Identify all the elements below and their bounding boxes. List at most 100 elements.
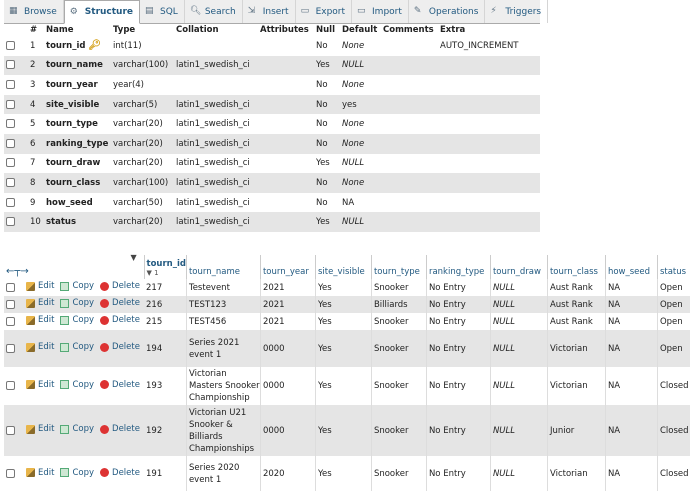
checkbox[interactable] (6, 197, 15, 207)
field-name: tourn_type (44, 114, 111, 134)
checkbox[interactable] (6, 425, 15, 435)
delete-button[interactable]: Delete (100, 380, 140, 390)
field-comments (381, 153, 438, 174)
delete-button[interactable]: Delete (100, 281, 140, 291)
copy-button[interactable]: Copy (60, 298, 94, 308)
tab-operations[interactable]: ✎ Operations (409, 0, 486, 23)
cell-tourn-draw: NULL (489, 367, 548, 405)
row-checkbox[interactable] (4, 405, 24, 456)
field-type: varchar(100) (111, 173, 174, 193)
col-how-seed[interactable]: how_seed (604, 255, 658, 279)
tab-export[interactable]: ▭ Export (296, 0, 353, 23)
checkbox[interactable] (6, 119, 15, 129)
checkbox[interactable] (6, 282, 15, 292)
row-checkbox[interactable] (4, 75, 28, 95)
row-checkbox[interactable] (4, 296, 24, 313)
tab-search[interactable]: 🔍︎ Search (185, 0, 243, 23)
row-checkbox[interactable] (4, 153, 28, 174)
tab-insert[interactable]: ⇲ Insert (243, 0, 296, 23)
row-checkbox[interactable] (4, 133, 28, 154)
edit-label: Edit (38, 424, 55, 435)
checkbox[interactable] (6, 469, 15, 478)
copy-button[interactable]: Copy (60, 468, 94, 478)
cell-tourn-year: 2021 (259, 296, 316, 313)
delete-button[interactable]: Delete (100, 468, 140, 478)
copy-button[interactable]: Copy (60, 380, 94, 390)
export-icon: ▭ (300, 6, 310, 16)
edit-button[interactable]: Edit (26, 281, 54, 291)
copy-button[interactable]: Copy (60, 281, 94, 291)
row-checkbox[interactable] (4, 36, 28, 56)
sort-column-label[interactable]: tourn_id (146, 259, 186, 269)
edit-button[interactable]: Edit (26, 315, 54, 325)
checkbox[interactable] (6, 177, 15, 187)
checkbox[interactable] (6, 343, 15, 353)
checkbox[interactable] (6, 60, 15, 70)
checkbox[interactable] (6, 99, 15, 109)
pencil-icon (26, 468, 35, 478)
col-tourn-type[interactable]: tourn_type (370, 255, 427, 279)
tab-browse[interactable]: ▦ Browse (4, 0, 64, 23)
cell-status: Open (656, 279, 690, 296)
row-checkbox[interactable] (4, 330, 24, 367)
tab-import[interactable]: ▭ Import (352, 0, 409, 23)
field-extra (438, 94, 540, 115)
copy-icon (60, 424, 70, 434)
delete-button[interactable]: Delete (100, 424, 140, 434)
edit-button[interactable]: Edit (26, 468, 54, 478)
row-checkbox[interactable] (4, 192, 28, 213)
checkbox[interactable] (6, 316, 15, 326)
column-arrows-icon[interactable]: ←┬→ (6, 266, 29, 277)
checkbox[interactable] (6, 299, 15, 309)
field-null: Yes (314, 153, 340, 174)
edit-button[interactable]: Edit (26, 380, 54, 390)
checkbox[interactable] (6, 217, 15, 227)
delete-button[interactable]: Delete (100, 342, 140, 352)
tab-label: Structure (84, 7, 133, 17)
row-checkbox[interactable] (4, 114, 28, 134)
edit-button[interactable]: Edit (26, 424, 54, 434)
cell-tourn-type: Snooker (370, 279, 427, 296)
copy-button[interactable]: Copy (60, 342, 94, 352)
row-checkbox[interactable] (4, 279, 24, 296)
field-num: 9 (28, 192, 44, 213)
col-name[interactable]: Name (44, 24, 111, 36)
delete-icon (100, 315, 110, 325)
col-tourn-class[interactable]: tourn_class (546, 255, 606, 279)
checkbox[interactable] (6, 381, 15, 390)
checkbox[interactable] (6, 79, 15, 89)
field-num: 3 (28, 75, 44, 95)
delete-button[interactable]: Delete (100, 315, 140, 325)
checkbox[interactable] (6, 138, 15, 148)
column-toggle[interactable]: ←┬→ (4, 255, 144, 279)
col-tourn-name[interactable]: tourn_name (185, 255, 261, 279)
field-collation: latin1_swedish_ci (174, 153, 258, 174)
copy-button[interactable]: Copy (60, 424, 94, 434)
delete-button[interactable]: Delete (100, 298, 140, 308)
col-tourn-year[interactable]: tourn_year (259, 255, 316, 279)
col-tourn-draw[interactable]: tourn_draw (489, 255, 548, 279)
edit-button[interactable]: Edit (26, 342, 54, 352)
col-tourn-id[interactable]: ▼ tourn_id ▼ 1 (131, 253, 187, 279)
pencil-icon (26, 424, 35, 434)
row-checkbox[interactable] (4, 94, 28, 115)
edit-button[interactable]: Edit (26, 298, 54, 308)
row-checkbox[interactable] (4, 367, 24, 405)
row-checkbox[interactable] (4, 173, 28, 193)
tab-sql[interactable]: ▤ SQL (140, 0, 185, 23)
row-checkbox[interactable] (4, 55, 28, 76)
tab-label: Operations (428, 6, 479, 17)
row-checkbox[interactable] (4, 212, 28, 232)
col-status[interactable]: status (656, 255, 690, 279)
checkbox[interactable] (6, 158, 15, 168)
checkbox[interactable] (6, 40, 15, 50)
field-name-text: ranking_type (46, 138, 109, 149)
row-checkbox[interactable] (4, 456, 24, 491)
copy-button[interactable]: Copy (60, 315, 94, 325)
tab-triggers[interactable]: ⚡︎ Triggers (485, 0, 549, 23)
cell-tourn-id: 194 (144, 330, 187, 367)
col-site-visible[interactable]: site_visible (314, 255, 372, 279)
row-checkbox[interactable] (4, 313, 24, 330)
col-ranking-type[interactable]: ranking_type (425, 255, 491, 279)
tab-structure[interactable]: ⚙ Structure (63, 0, 140, 24)
